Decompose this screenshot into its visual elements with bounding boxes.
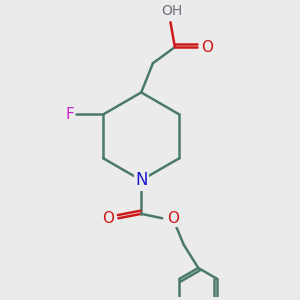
Text: O: O bbox=[167, 211, 179, 226]
Text: O: O bbox=[201, 40, 213, 55]
Text: N: N bbox=[135, 171, 148, 189]
Text: OH: OH bbox=[161, 4, 183, 18]
Text: O: O bbox=[103, 211, 115, 226]
Text: F: F bbox=[65, 107, 74, 122]
